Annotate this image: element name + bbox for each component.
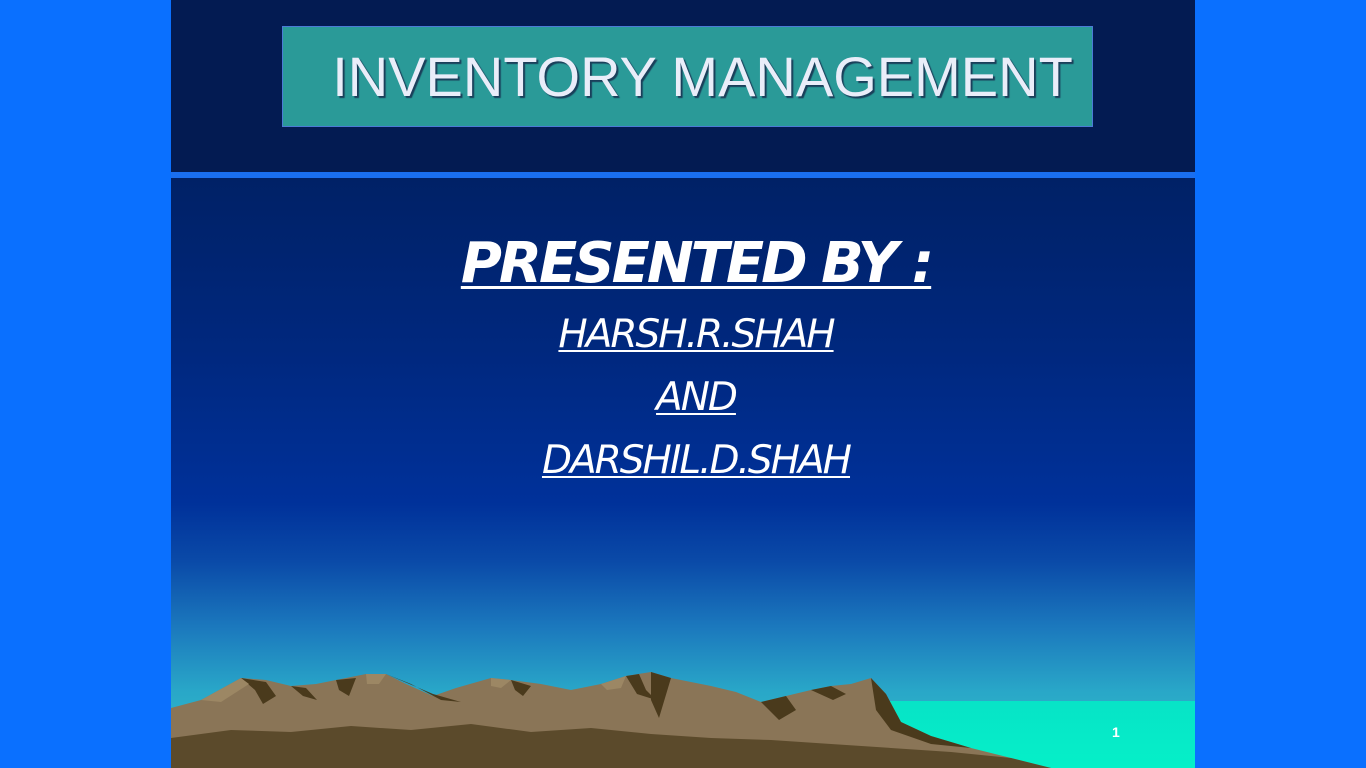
slide-header: INVENTORY MANAGEMENT (171, 0, 1195, 172)
slide: INVENTORY MANAGEMENT PRESENTED BY : HARS… (171, 0, 1195, 768)
mountain-base (171, 724, 1051, 768)
mountain-landscape-illustration (171, 672, 1051, 768)
presenters-block: PRESENTED BY : HARSH.R.SHAH AND DARSHIL.… (171, 230, 1195, 487)
title-box: INVENTORY MANAGEMENT (282, 26, 1093, 127)
presenter-name-1: HARSH.R.SHAH (558, 312, 835, 357)
slide-title: INVENTORY MANAGEMENT (332, 45, 1073, 108)
presenter-conjunction: AND (656, 375, 738, 420)
header-divider (171, 172, 1195, 178)
presented-by-heading: PRESENTED BY : (460, 231, 934, 296)
slide-number: 1 (1112, 724, 1120, 740)
presenter-name-2: DARSHIL.D.SHAH (541, 438, 852, 483)
slide-body (171, 178, 1195, 768)
